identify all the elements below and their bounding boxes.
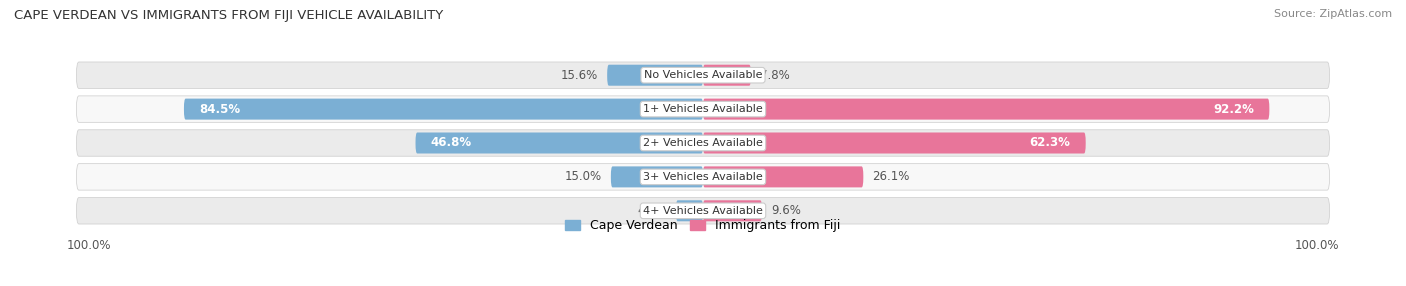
Text: 15.0%: 15.0% (565, 170, 602, 183)
Text: Source: ZipAtlas.com: Source: ZipAtlas.com (1274, 9, 1392, 19)
Text: 84.5%: 84.5% (200, 103, 240, 116)
FancyBboxPatch shape (76, 130, 1330, 156)
Text: 26.1%: 26.1% (873, 170, 910, 183)
Text: 9.6%: 9.6% (770, 204, 801, 217)
FancyBboxPatch shape (703, 200, 762, 221)
Text: 46.8%: 46.8% (430, 136, 472, 150)
Text: 62.3%: 62.3% (1029, 136, 1070, 150)
FancyBboxPatch shape (184, 99, 703, 120)
Text: 7.8%: 7.8% (761, 69, 790, 82)
FancyBboxPatch shape (416, 132, 703, 154)
FancyBboxPatch shape (676, 200, 703, 221)
FancyBboxPatch shape (703, 166, 863, 187)
Text: 2+ Vehicles Available: 2+ Vehicles Available (643, 138, 763, 148)
FancyBboxPatch shape (76, 62, 1330, 88)
Text: 15.6%: 15.6% (561, 69, 598, 82)
FancyBboxPatch shape (76, 198, 1330, 224)
FancyBboxPatch shape (76, 96, 1330, 122)
FancyBboxPatch shape (703, 132, 1085, 154)
Legend: Cape Verdean, Immigrants from Fiji: Cape Verdean, Immigrants from Fiji (560, 214, 846, 237)
FancyBboxPatch shape (607, 65, 703, 86)
FancyBboxPatch shape (76, 164, 1330, 190)
Text: 92.2%: 92.2% (1213, 103, 1254, 116)
FancyBboxPatch shape (610, 166, 703, 187)
Text: 1+ Vehicles Available: 1+ Vehicles Available (643, 104, 763, 114)
FancyBboxPatch shape (703, 99, 1270, 120)
Text: No Vehicles Available: No Vehicles Available (644, 70, 762, 80)
Text: 4.4%: 4.4% (637, 204, 666, 217)
FancyBboxPatch shape (703, 65, 751, 86)
Text: 3+ Vehicles Available: 3+ Vehicles Available (643, 172, 763, 182)
Text: CAPE VERDEAN VS IMMIGRANTS FROM FIJI VEHICLE AVAILABILITY: CAPE VERDEAN VS IMMIGRANTS FROM FIJI VEH… (14, 9, 443, 21)
Text: 4+ Vehicles Available: 4+ Vehicles Available (643, 206, 763, 216)
